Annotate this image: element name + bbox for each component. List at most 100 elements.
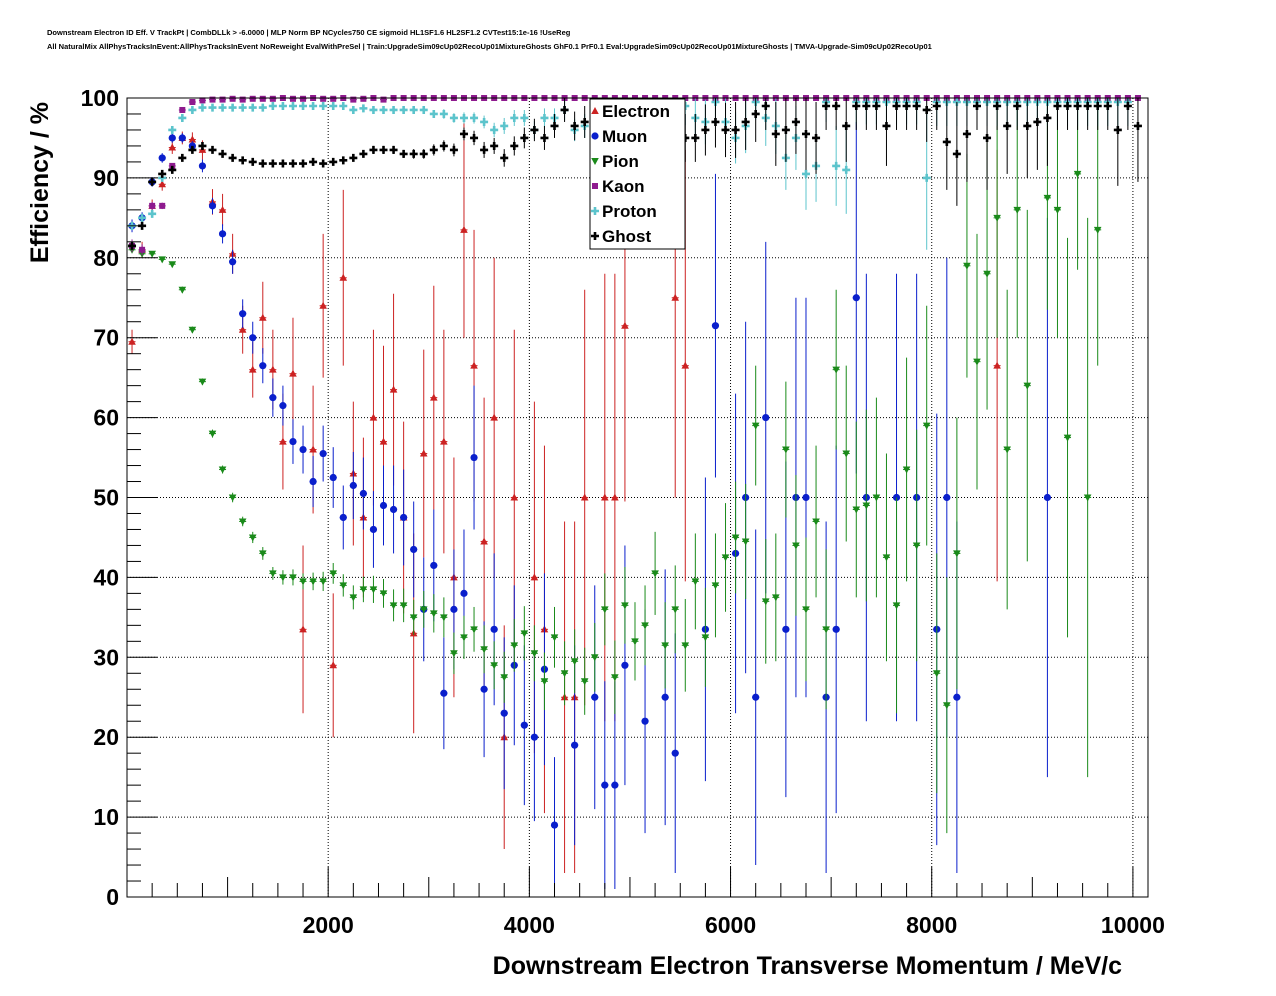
pion-point xyxy=(782,446,790,454)
ghost-point xyxy=(309,157,318,166)
pion-point xyxy=(1043,194,1052,202)
ghost-point xyxy=(580,117,589,126)
x-tick-label: 4000 xyxy=(504,912,555,938)
proton-point xyxy=(500,121,509,130)
ghost-point xyxy=(470,133,479,142)
pion-point xyxy=(258,550,267,558)
proton-point xyxy=(439,109,448,118)
muon-point xyxy=(349,481,357,490)
kaon-point xyxy=(289,95,296,102)
pion-point xyxy=(470,626,478,634)
pion-point xyxy=(832,366,840,374)
x-tick-label: 10000 xyxy=(1101,912,1165,938)
y-tick-label: 30 xyxy=(93,644,119,670)
ghost-point xyxy=(731,125,740,134)
pion-point xyxy=(932,670,941,678)
proton-point xyxy=(801,169,810,178)
ghost-point xyxy=(560,105,569,114)
pion-point xyxy=(248,534,257,542)
muon-point xyxy=(359,489,367,498)
pion-point xyxy=(540,678,549,686)
muon-point xyxy=(460,589,468,597)
kaon-point xyxy=(139,246,146,253)
proton-point xyxy=(248,103,257,112)
ghost-point xyxy=(409,149,418,158)
ghost-point xyxy=(1013,101,1022,110)
legend-label-ghost: Ghost xyxy=(602,227,651,246)
muon-point xyxy=(239,310,247,318)
pion-point xyxy=(621,602,629,610)
electron-point xyxy=(279,437,287,445)
legend-label-pion: Pion xyxy=(602,152,639,171)
axis-ticks xyxy=(126,97,1134,898)
pion-point xyxy=(922,422,931,430)
ghost-point xyxy=(510,141,519,150)
muon-point xyxy=(611,781,619,789)
pion-point xyxy=(953,550,961,558)
pion-point xyxy=(631,638,639,646)
electron-point xyxy=(530,573,539,581)
proton-point xyxy=(188,105,197,114)
electron-point xyxy=(490,413,498,421)
pion-point xyxy=(872,494,881,502)
ghost-point xyxy=(288,159,297,168)
pion-point xyxy=(822,626,830,634)
electron-point xyxy=(258,313,267,321)
muon-point xyxy=(490,625,498,633)
data-points xyxy=(128,95,1142,894)
chart-title-line-2: All NaturalMix AllPhysTracksInEvent:AllP… xyxy=(47,42,932,51)
legend-marker-kaon xyxy=(592,183,598,189)
pion-point xyxy=(902,466,911,474)
ghost-point xyxy=(228,153,237,162)
y-tick-label: 10 xyxy=(93,804,119,830)
electron-point xyxy=(269,365,277,373)
proton-point xyxy=(278,101,287,110)
electron-point xyxy=(218,205,227,213)
pion-point xyxy=(641,622,649,630)
ghost-point xyxy=(248,157,257,166)
pion-point xyxy=(510,642,519,650)
legend-label-kaon: Kaon xyxy=(602,177,645,196)
muon-point xyxy=(299,445,307,454)
proton-point xyxy=(540,113,549,122)
pion-point xyxy=(1013,206,1022,214)
ghost-point xyxy=(701,125,710,134)
pion-point xyxy=(289,574,297,582)
ghost-point xyxy=(238,156,247,165)
ghost-point xyxy=(952,149,961,158)
muon-point xyxy=(249,334,257,342)
ghost-point xyxy=(148,177,157,186)
ghost-point xyxy=(439,141,448,150)
kaon-point xyxy=(269,95,276,102)
electron-point xyxy=(369,413,378,421)
muon-point xyxy=(369,525,378,534)
ghost-point xyxy=(540,133,549,142)
pion-point xyxy=(882,554,891,562)
pion-point xyxy=(802,606,810,614)
proton-point xyxy=(419,105,428,114)
muon-point xyxy=(379,501,388,510)
y-tick-label: 90 xyxy=(93,165,119,191)
proton-point xyxy=(198,103,207,112)
muon-point xyxy=(621,661,629,669)
ghost-point xyxy=(1033,117,1042,126)
proton-point xyxy=(379,105,388,114)
ghost-point xyxy=(429,145,438,154)
proton-point xyxy=(349,105,358,114)
muon-point xyxy=(218,230,227,238)
proton-point xyxy=(218,103,227,112)
pion-point xyxy=(450,650,458,658)
ghost-point xyxy=(791,117,800,126)
ghost-point xyxy=(349,153,358,162)
muon-point xyxy=(762,414,770,422)
pion-point xyxy=(570,658,579,666)
pion-point xyxy=(721,554,730,562)
pion-point xyxy=(1083,494,1092,502)
pion-point xyxy=(520,630,529,638)
proton-point xyxy=(329,101,338,110)
legend-label-muon: Muon xyxy=(602,127,647,146)
tick-labels: 2000 4000 6000 8000 10000 0 10 20 30 40 50 60 70 80 90… xyxy=(81,85,1165,938)
ghost-point xyxy=(822,101,831,110)
ghost-point xyxy=(892,101,901,110)
ghost-point xyxy=(942,137,951,146)
